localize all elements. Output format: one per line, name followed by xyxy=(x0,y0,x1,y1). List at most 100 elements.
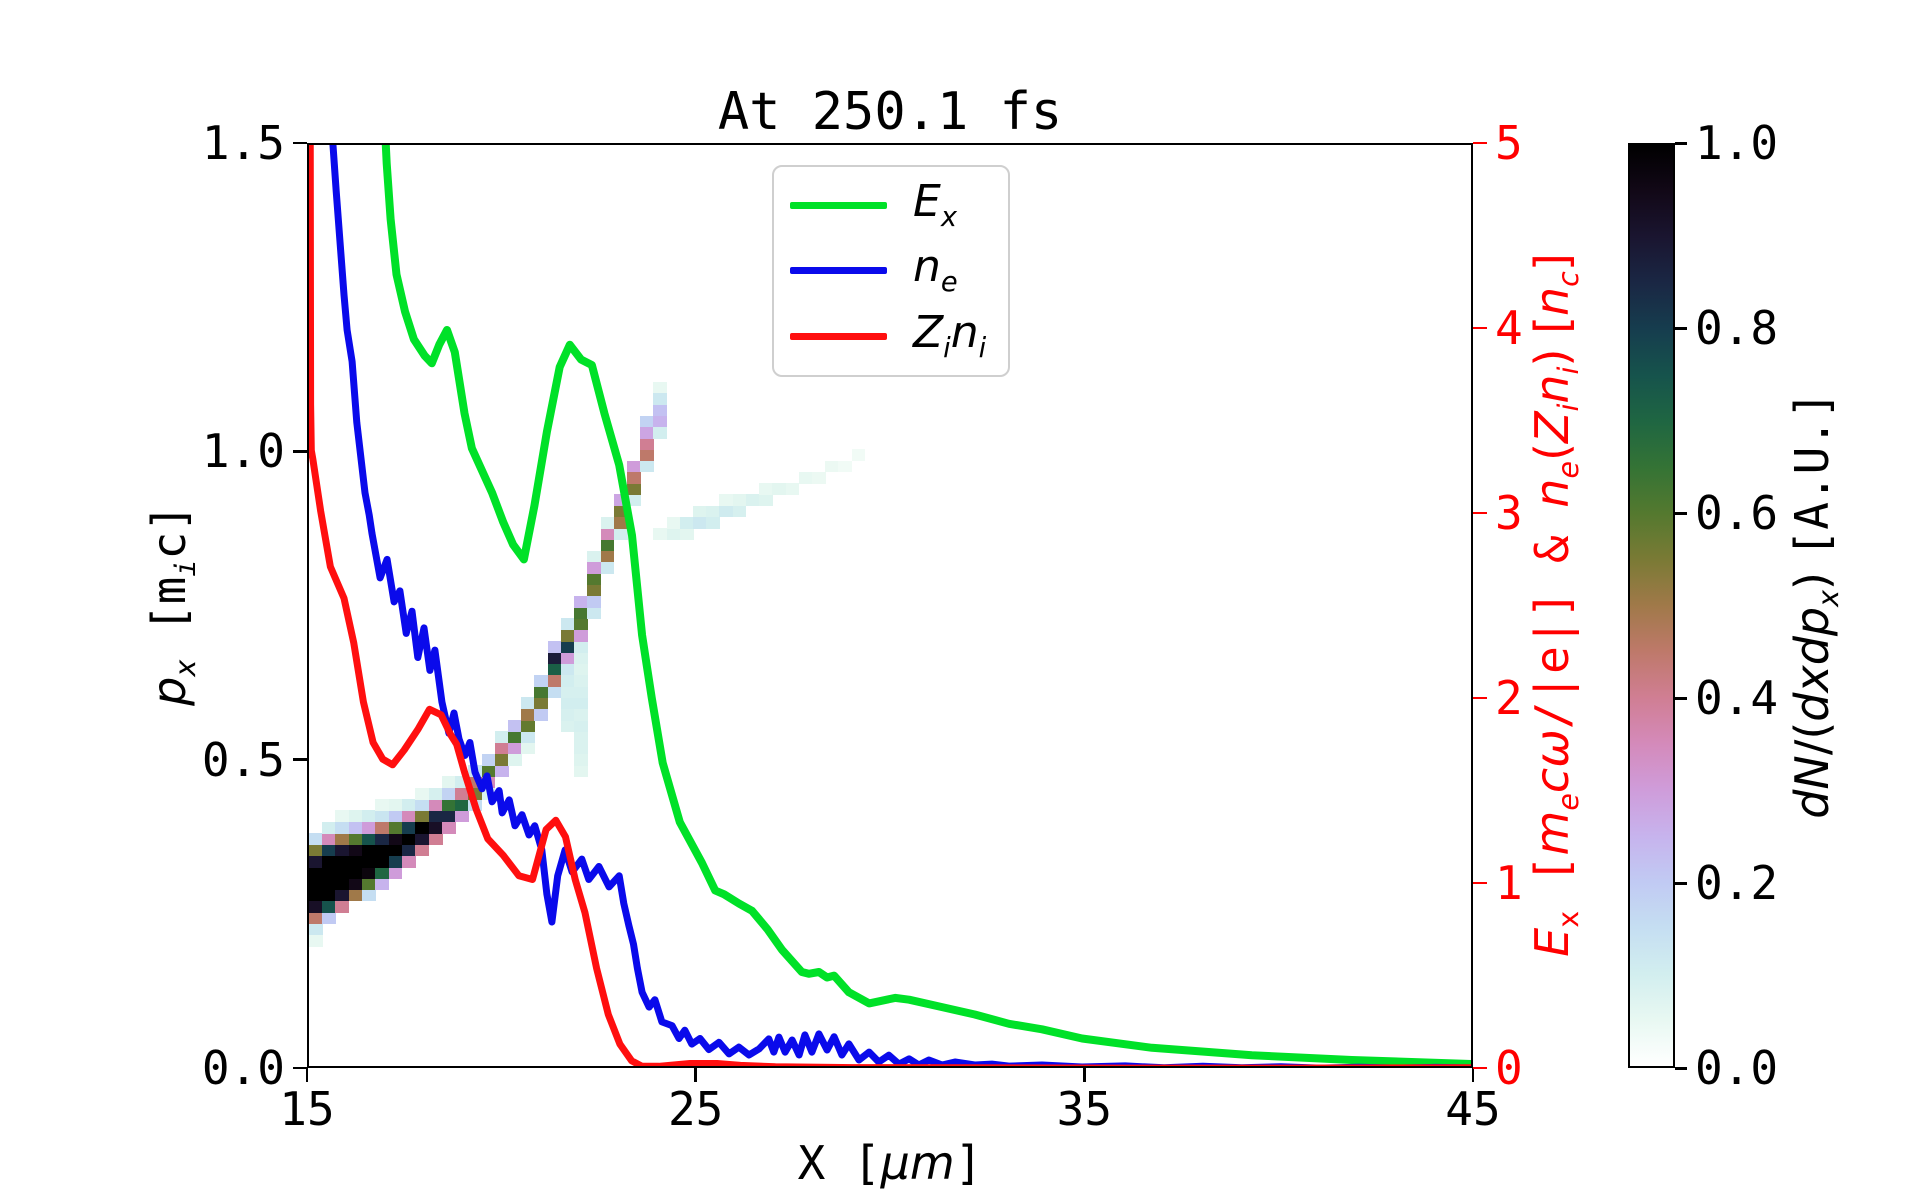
heatmap-cell xyxy=(613,516,628,529)
heatmap-cell xyxy=(653,404,668,417)
heatmap-cell xyxy=(653,381,668,394)
heatmap-cell xyxy=(362,833,377,845)
y-left-tick-label: 1.0 xyxy=(201,424,285,479)
curve-Zini xyxy=(309,145,1471,1066)
heatmap-cell xyxy=(838,460,853,473)
heatmap-cell xyxy=(534,709,549,721)
heatmap-cell xyxy=(362,821,377,834)
heatmap-cell xyxy=(679,516,694,529)
x-axis-label: X [μm] xyxy=(797,1136,983,1190)
heatmap-cell xyxy=(309,911,323,924)
heatmap-cell xyxy=(560,641,575,654)
heatmap-cell xyxy=(587,607,602,620)
heatmap-cell xyxy=(560,720,575,733)
heatmap-cell xyxy=(428,799,443,811)
heatmap-cell xyxy=(309,878,323,890)
heatmap-cell xyxy=(309,844,323,856)
heatmap-cell xyxy=(732,505,747,518)
heatmap-cell xyxy=(574,652,588,665)
heatmap-cell xyxy=(388,844,403,856)
heatmap-cell xyxy=(415,799,430,811)
heatmap-cell xyxy=(335,855,350,868)
heatmap-cell xyxy=(613,494,628,507)
heatmap-cell xyxy=(375,833,390,845)
y-right-tick xyxy=(1473,881,1487,885)
heatmap-cell xyxy=(798,471,813,484)
heatmap-cell xyxy=(322,844,337,856)
y-right-tick-label: 3 xyxy=(1495,486,1523,540)
heatmap-cell xyxy=(507,720,522,733)
heatmap-cell xyxy=(468,776,483,789)
heatmap-cell xyxy=(322,821,337,834)
heatmap-cell xyxy=(415,787,430,800)
heatmap-cell xyxy=(574,686,588,699)
curves-layer xyxy=(309,145,1471,1066)
heatmap-cell xyxy=(335,878,350,890)
y-right-tick-label: 0 xyxy=(1495,1041,1523,1095)
heatmap-cell xyxy=(666,528,681,541)
heatmap-cell xyxy=(772,483,787,496)
heatmap-cell xyxy=(375,844,390,856)
heatmap-cell xyxy=(653,528,668,541)
legend-item-ne: ne xyxy=(774,245,1008,296)
heatmap-cell xyxy=(349,833,363,845)
heatmap-cell xyxy=(547,686,562,699)
heatmap-cell xyxy=(362,844,377,856)
colorbar-tick-label: 0.6 xyxy=(1695,486,1779,540)
colorbar-label: dN/(dxdpx) [A.U.] xyxy=(1784,391,1846,819)
x-tick xyxy=(305,1068,309,1082)
heatmap-cell xyxy=(560,618,575,631)
plot-area: Ex ne Zini xyxy=(307,143,1473,1068)
heatmap-cell xyxy=(441,821,456,834)
heatmap-cell xyxy=(574,709,588,721)
heatmap-cell xyxy=(322,878,337,890)
legend-item-Ex: Ex xyxy=(774,180,1008,231)
heatmap-cell xyxy=(349,878,363,890)
heatmap-cell xyxy=(388,810,403,823)
heatmap-cell xyxy=(335,900,350,913)
heatmap-cell xyxy=(600,528,615,541)
heatmap-cell xyxy=(574,675,588,688)
heatmap-cell xyxy=(574,754,588,766)
heatmap-cell xyxy=(587,596,602,609)
heatmap-cell xyxy=(375,855,390,868)
heatmap-cell xyxy=(507,754,522,766)
heatmap-cell xyxy=(428,787,443,800)
colorbar-tick xyxy=(1675,697,1687,700)
heatmap-cell xyxy=(534,675,549,688)
heatmap-cell xyxy=(640,415,654,428)
y-right-tick-label: 5 xyxy=(1495,116,1523,170)
heatmap-cell xyxy=(574,742,588,755)
heatmap-cell xyxy=(349,889,363,901)
y-right-tick-label: 2 xyxy=(1495,671,1523,725)
heatmap-cell xyxy=(335,844,350,856)
heatmap-cell xyxy=(415,844,430,856)
heatmap-cell xyxy=(415,810,430,823)
y-right-tick xyxy=(1473,326,1487,330)
heatmap-cell xyxy=(693,505,707,518)
heatmap-cell xyxy=(534,686,549,699)
heatmap-cell xyxy=(574,641,588,654)
colorbar xyxy=(1628,143,1675,1068)
heatmap-cell xyxy=(362,810,377,823)
legend: Ex ne Zini xyxy=(772,165,1010,377)
colorbar-tick-label: 1.0 xyxy=(1695,116,1779,170)
x-tick-label: 25 xyxy=(667,1082,724,1136)
heatmap-cell xyxy=(415,821,430,834)
heatmap-cell xyxy=(811,471,826,484)
heatmap-cell xyxy=(401,799,416,811)
heatmap-cell xyxy=(415,833,430,845)
heatmap-cell xyxy=(507,742,522,755)
heatmap-cell xyxy=(388,821,403,834)
heatmap-cell xyxy=(785,483,800,496)
heatmap-cell xyxy=(706,505,721,518)
heatmap-cell xyxy=(309,833,323,845)
heatmap-cell xyxy=(481,754,496,766)
heatmap-cell xyxy=(521,731,536,744)
heatmap-cell xyxy=(375,821,390,834)
heatmap-cell xyxy=(693,516,707,529)
heatmap-cell xyxy=(375,799,390,811)
x-tick xyxy=(1083,1068,1086,1082)
y-left-tick xyxy=(293,758,307,761)
